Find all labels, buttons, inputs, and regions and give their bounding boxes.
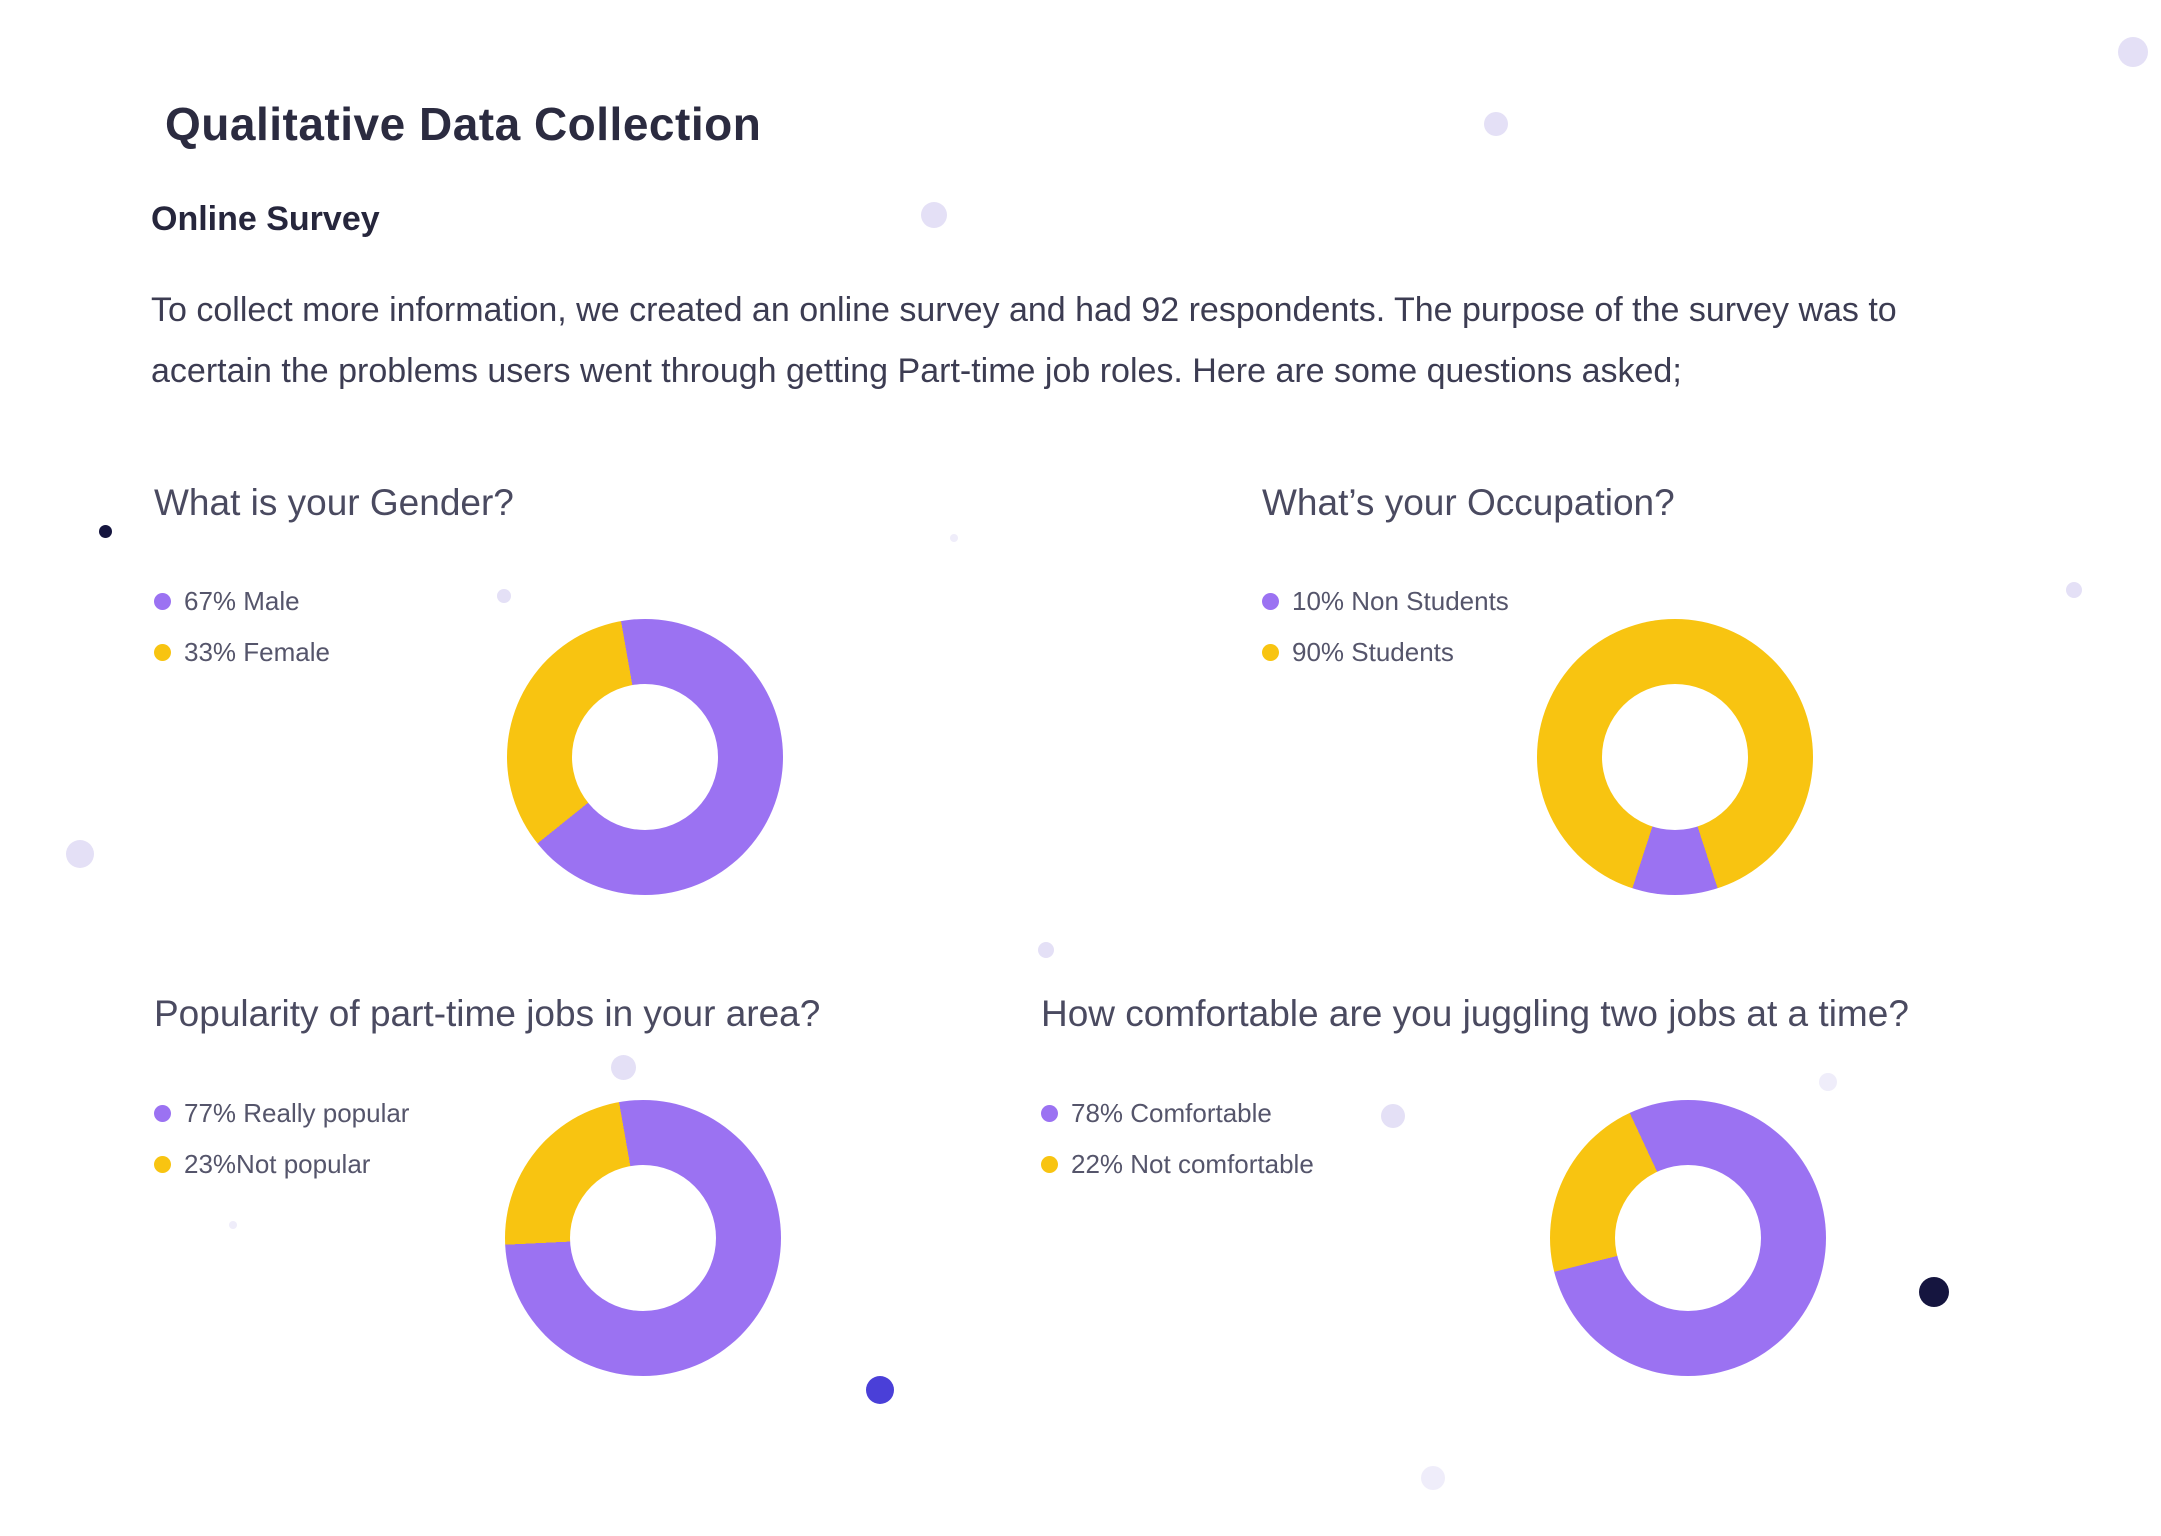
decorative-dot [2066, 582, 2082, 598]
decorative-dot [99, 525, 112, 538]
decorative-dot [866, 1376, 894, 1404]
legend-swatch-yellow [154, 644, 171, 661]
legend-item: 22% Not comfortable [1041, 1149, 1314, 1180]
question-title-occupation: What’s your Occupation? [1262, 482, 1675, 523]
legend-item: 10% Non Students [1262, 586, 1509, 617]
donut-chart-comfort [1550, 1100, 1826, 1376]
question-title-gender: What is your Gender? [154, 482, 514, 523]
donut-chart-gender [507, 619, 783, 895]
legend-item: 77% Really popular [154, 1098, 409, 1129]
legend-label: 33% Female [184, 637, 330, 667]
legend-item: 67% Male [154, 586, 330, 617]
intro-paragraph: To collect more information, we created … [151, 291, 1897, 390]
section-heading: Online Survey [151, 200, 380, 239]
legend-swatch-purple [1262, 593, 1279, 610]
legend-label: 10% Non Students [1292, 586, 1509, 616]
decorative-dot [2118, 37, 2148, 67]
legend-swatch-yellow [154, 1156, 171, 1173]
decorative-dot [66, 840, 94, 868]
legend-swatch-yellow [1041, 1156, 1058, 1173]
legend-label: 22% Not comfortable [1071, 1149, 1314, 1179]
legend-item: 90% Students [1262, 637, 1509, 668]
page-title: Qualitative Data Collection [165, 97, 762, 150]
decorative-dot [497, 589, 511, 603]
decorative-dot [1381, 1104, 1405, 1128]
chart-legend-occupation: 10% Non Students 90% Students [1262, 586, 1509, 688]
legend-swatch-purple [1041, 1105, 1058, 1122]
chart-legend-popularity: 77% Really popular 23%Not popular [154, 1098, 409, 1200]
legend-label: 77% Really popular [184, 1098, 410, 1128]
decorative-dot [1819, 1073, 1837, 1091]
question-title-comfort: How comfortable are you juggling two job… [1041, 993, 1909, 1034]
donut-chart-occupation [1537, 619, 1813, 895]
legend-item: 23%Not popular [154, 1149, 409, 1180]
chart-legend-comfort: 78% Comfortable 22% Not comfortable [1041, 1098, 1314, 1200]
decorative-dot [1038, 942, 1054, 958]
legend-item: 78% Comfortable [1041, 1098, 1314, 1129]
legend-swatch-yellow [1262, 644, 1279, 661]
decorative-dot [229, 1221, 237, 1229]
decorative-dot [950, 534, 958, 542]
legend-item: 33% Female [154, 637, 330, 668]
decorative-dot [921, 202, 947, 228]
legend-label: 23%Not popular [184, 1149, 371, 1179]
legend-label: 67% Male [184, 586, 300, 616]
legend-label: 78% Comfortable [1071, 1098, 1272, 1128]
legend-label: 90% Students [1292, 637, 1454, 667]
donut-chart-popularity [505, 1100, 781, 1376]
legend-swatch-purple [154, 593, 171, 610]
decorative-dot [1919, 1277, 1949, 1307]
decorative-dot [1421, 1466, 1445, 1490]
chart-legend-gender: 67% Male 33% Female [154, 586, 330, 688]
decorative-dot [611, 1055, 636, 1080]
legend-swatch-purple [154, 1105, 171, 1122]
question-title-popularity: Popularity of part-time jobs in your are… [154, 993, 821, 1034]
decorative-dot [1484, 112, 1508, 136]
